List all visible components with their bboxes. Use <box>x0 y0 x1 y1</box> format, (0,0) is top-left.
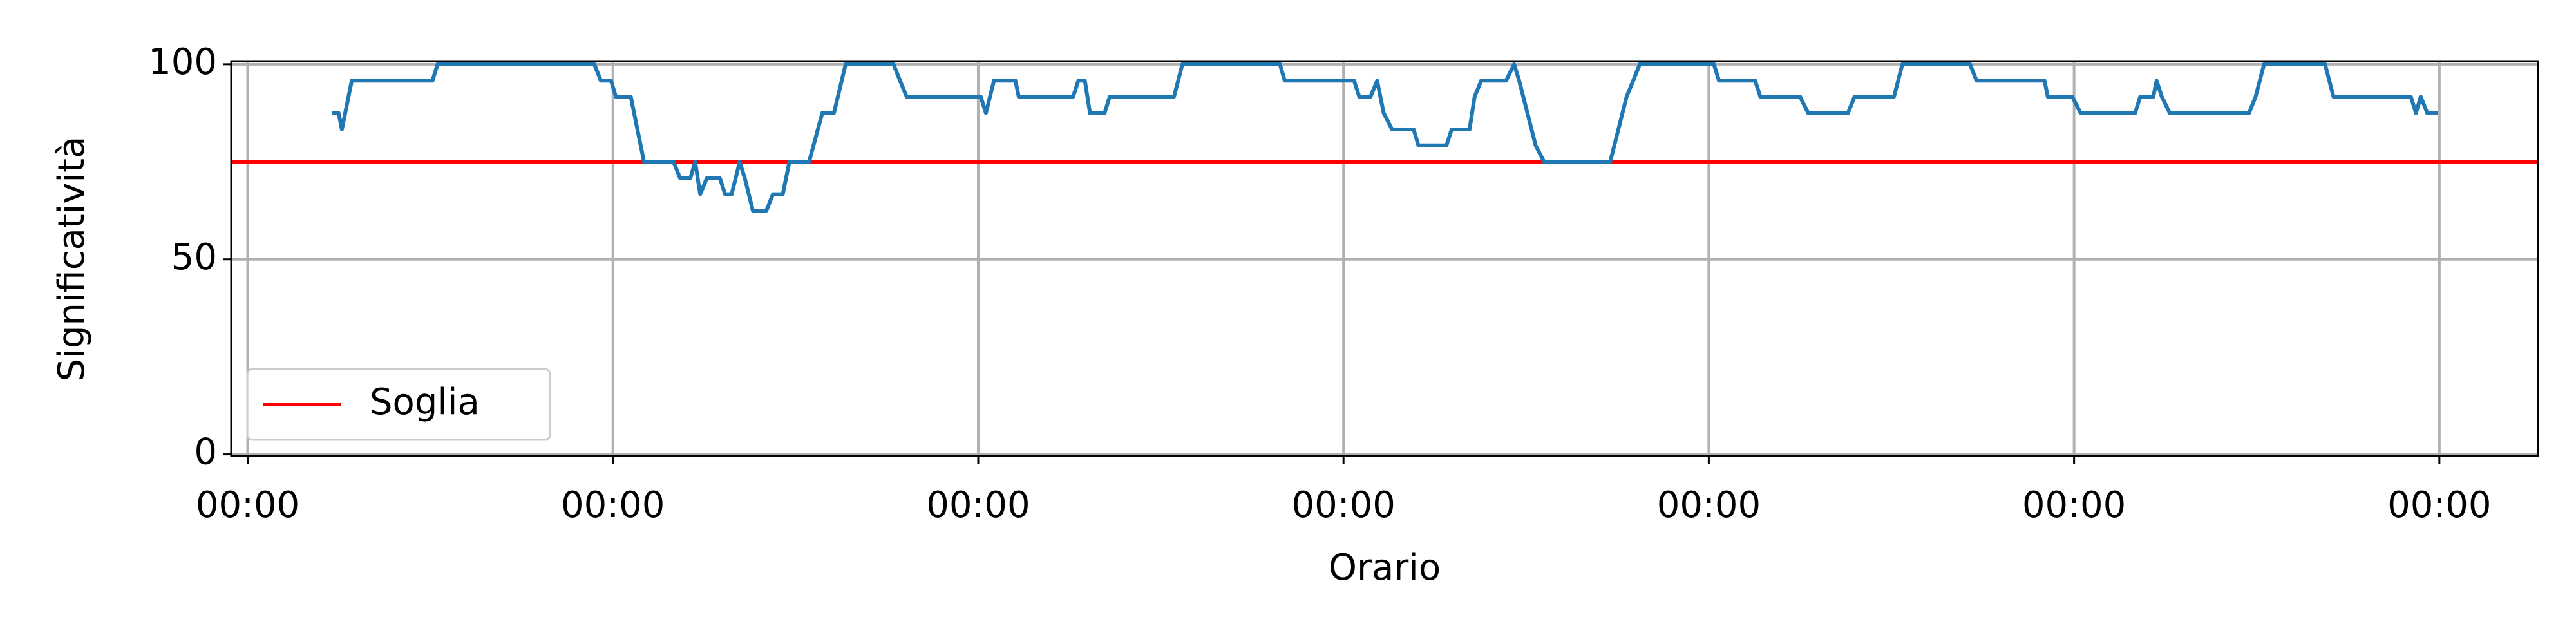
x-tick-label: 00:00 <box>2387 484 2491 526</box>
x-tick-label: 00:00 <box>561 484 665 526</box>
x-tick-label: 00:00 <box>1657 484 1761 526</box>
x-tick-label: 00:00 <box>926 484 1030 526</box>
y-tick-label: 50 <box>171 236 217 278</box>
legend: Soglia <box>246 368 551 441</box>
plot-area <box>231 62 2538 213</box>
legend-label: Soglia <box>370 381 480 423</box>
y-tick-label: 0 <box>194 431 217 473</box>
data-line <box>332 62 2438 213</box>
y-tick-label: 100 <box>148 41 217 83</box>
x-tick-label: 00:00 <box>196 484 299 526</box>
axes-frame <box>230 60 2539 457</box>
x-tick-label: 00:00 <box>2022 484 2126 526</box>
legend-box <box>246 368 551 441</box>
x-axis-label: Orario <box>1329 547 1441 589</box>
y-axis-label: Significatività <box>51 137 93 382</box>
x-tick-label: 00:00 <box>1291 484 1395 526</box>
